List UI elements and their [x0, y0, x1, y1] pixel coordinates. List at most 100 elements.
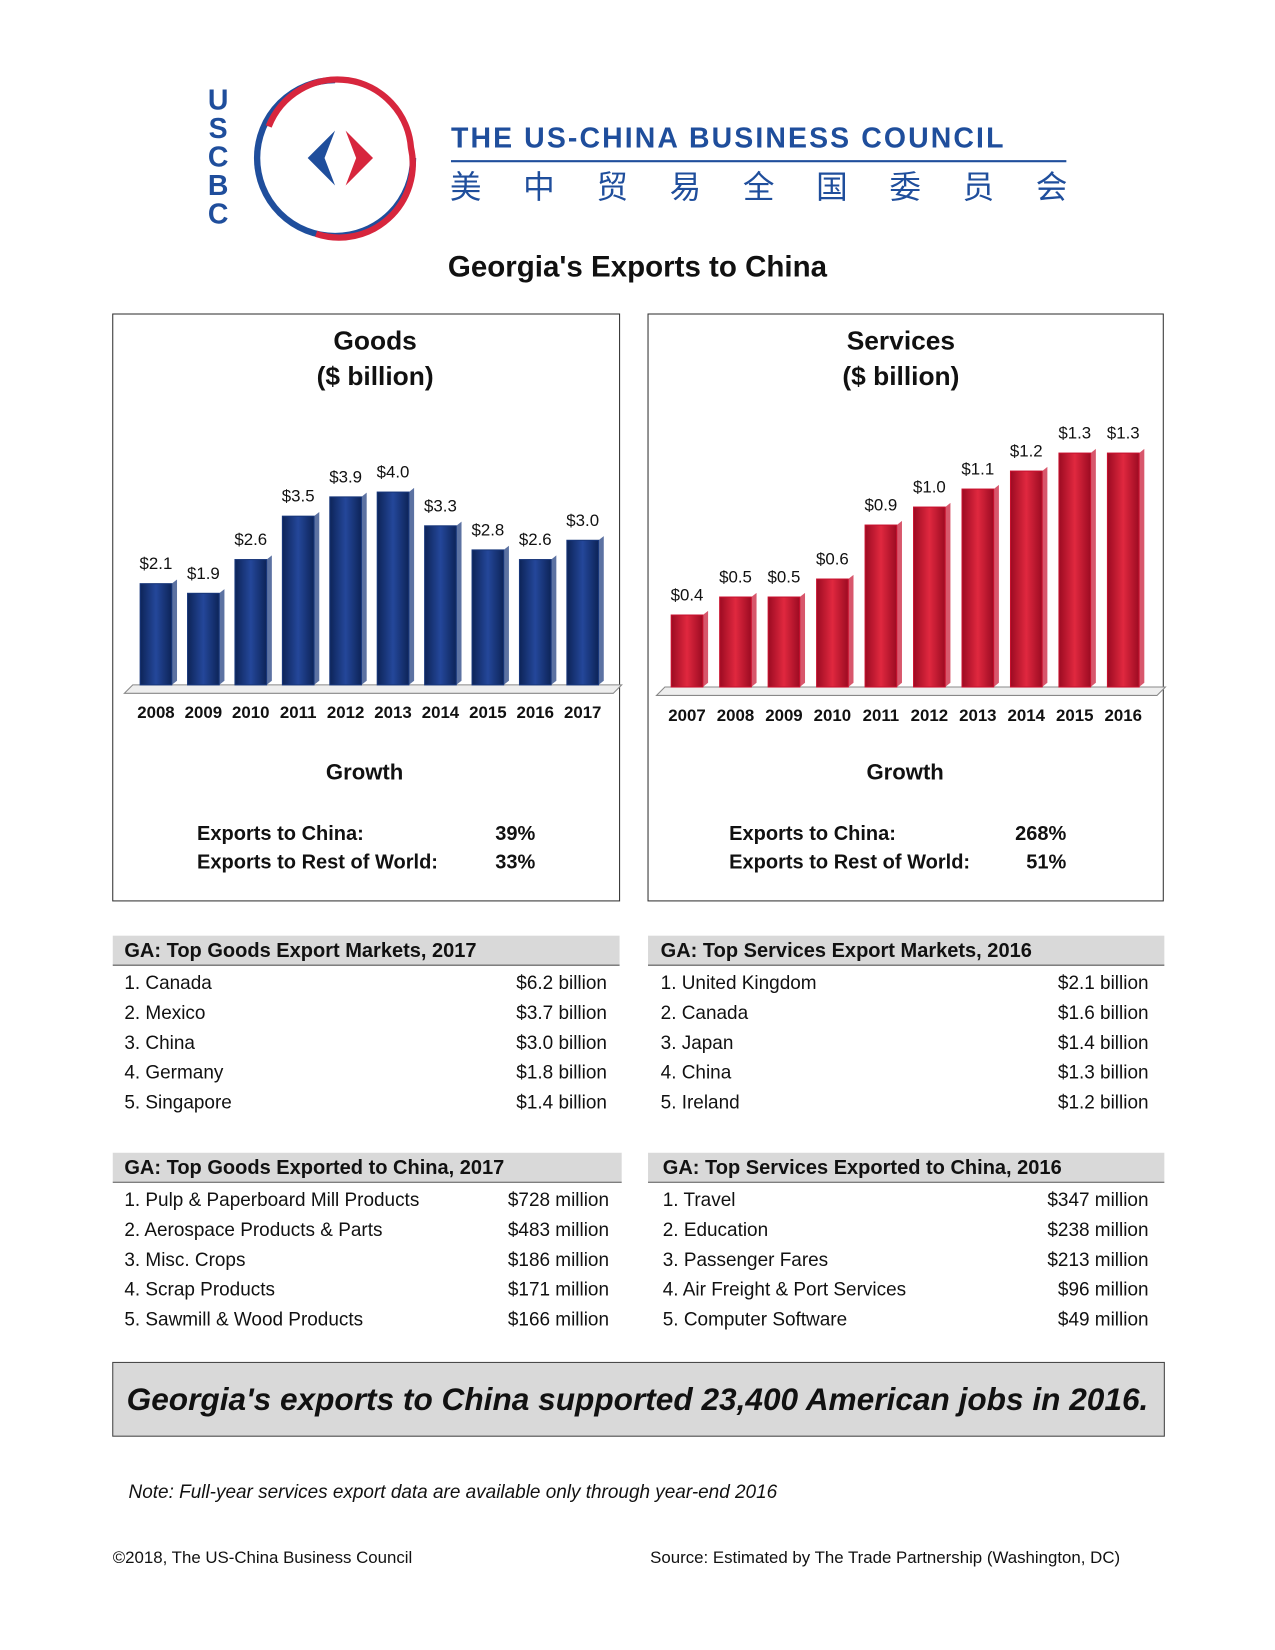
growth-label: Exports to China: — [197, 823, 364, 845]
value-label: $2.8 — [471, 520, 504, 539]
bar — [670, 614, 704, 688]
value-label: $1.3 — [1058, 424, 1091, 443]
table-item: 5. Computer Software — [663, 1310, 847, 1331]
value-label: $3.5 — [282, 487, 315, 506]
note: Note: Full-year services export data are… — [129, 1482, 778, 1503]
table-item: 3. Japan — [661, 1033, 734, 1054]
value-label: $0.5 — [768, 568, 801, 587]
table-item: 3. China — [124, 1033, 195, 1054]
bar-side — [751, 592, 757, 688]
growth-label: Exports to China: — [729, 823, 896, 845]
logo-diamond — [345, 130, 374, 186]
chart-subtitle: ($ billion) — [842, 361, 959, 391]
bar-side — [361, 492, 367, 685]
value-label: $0.9 — [864, 496, 897, 515]
logo-diamond — [307, 130, 336, 186]
table-item: 1. Canada — [124, 973, 212, 994]
value-label: $0.6 — [816, 550, 849, 569]
table-value: $3.0 billion — [516, 1033, 607, 1054]
table-value: $483 million — [508, 1220, 609, 1241]
bar-side — [456, 521, 462, 685]
bar — [816, 578, 849, 688]
bar-side — [896, 520, 902, 688]
table-item: 2. Mexico — [124, 1003, 205, 1024]
table-item: 4. Germany — [124, 1063, 224, 1084]
table-value: $728 million — [508, 1190, 609, 1211]
chinese-char: 贸 — [596, 169, 628, 205]
growth-title: Growth — [866, 759, 943, 784]
chart-subtitle: ($ billion) — [317, 361, 434, 391]
chinese-char: 国 — [816, 169, 848, 205]
x-tick-label: 2008 — [137, 703, 174, 722]
bar — [913, 506, 946, 688]
copyright: ©2018, The US-China Business Council — [113, 1548, 413, 1567]
table-value: $3.7 billion — [516, 1003, 607, 1024]
logo-initial: S — [209, 113, 228, 145]
x-tick-label: 2011 — [863, 706, 900, 725]
bar — [1058, 452, 1092, 688]
table-item: 1. Pulp & Paperboard Mill Products — [124, 1190, 419, 1211]
table-item: 2. Aerospace Products & Parts — [124, 1220, 382, 1241]
value-label: $1.3 — [1107, 424, 1140, 443]
growth-value: 33% — [495, 851, 535, 873]
x-tick-label: 2011 — [280, 703, 317, 722]
table-item: 4. Air Freight & Port Services — [663, 1280, 906, 1301]
value-label: $0.4 — [671, 586, 704, 605]
table-value: $6.2 billion — [516, 973, 607, 994]
org-name: THE US-CHINA BUSINESS COUNCIL — [451, 123, 1006, 155]
logo-initial: B — [208, 170, 229, 202]
table-item: 5. Sawmill & Wood Products — [124, 1310, 363, 1331]
bar-side — [945, 502, 951, 688]
logo-initial: C — [208, 142, 229, 174]
page-title: Georgia's Exports to China — [448, 250, 828, 283]
source: Source: Estimated by The Trade Partnersh… — [650, 1548, 1120, 1567]
chinese-char: 中 — [523, 169, 555, 205]
table-item: 4. China — [661, 1063, 732, 1084]
chinese-char: 员 — [963, 169, 995, 205]
table-value: $238 million — [1047, 1220, 1148, 1241]
x-tick-label: 2016 — [1105, 706, 1142, 725]
bar-side — [266, 555, 272, 685]
bar — [471, 549, 505, 686]
x-tick-label: 2016 — [517, 703, 554, 722]
panel — [647, 313, 1164, 902]
table-title: GA: Top Goods Exported to China, 2017 — [124, 1157, 504, 1179]
table-item: 5. Ireland — [661, 1092, 740, 1113]
bar — [767, 596, 801, 688]
value-label: $1.1 — [961, 460, 994, 479]
bar-side — [848, 574, 854, 688]
bar-side — [702, 610, 709, 688]
x-tick-label: 2014 — [422, 703, 460, 722]
bar-side — [993, 484, 999, 688]
x-tick-label: 2017 — [564, 703, 601, 722]
page-content: THE US-CHINA BUSINESS COUNCIL Georgia's … — [112, 76, 1167, 1567]
bar — [281, 515, 315, 686]
bar — [376, 491, 410, 686]
logo-arc — [265, 76, 416, 241]
x-tick-label: 2009 — [765, 706, 802, 725]
bar-side — [551, 555, 557, 685]
bar — [424, 525, 457, 686]
table-value: $96 million — [1058, 1280, 1149, 1301]
bar — [187, 592, 220, 686]
chinese-char: 会 — [1036, 169, 1068, 205]
table-header — [648, 1152, 1165, 1183]
value-label: $2.1 — [140, 554, 173, 573]
table-item: 3. Misc. Crops — [124, 1250, 245, 1271]
table-header — [648, 935, 1165, 966]
value-label: $3.0 — [566, 511, 599, 530]
chart-floor — [655, 686, 1167, 696]
growth-label: Exports to Rest of World: — [197, 851, 438, 873]
x-tick-label: 2009 — [185, 703, 222, 722]
bar — [961, 488, 995, 688]
table-item: 1. Travel — [663, 1190, 736, 1211]
table-value: $186 million — [508, 1250, 609, 1271]
value-label: $2.6 — [234, 530, 267, 549]
bar-side — [408, 487, 415, 685]
table-item: 5. Singapore — [124, 1092, 231, 1113]
value-label: $1.0 — [913, 478, 946, 497]
growth-value: 39% — [495, 823, 535, 845]
chinese-char: 易 — [670, 169, 702, 205]
logo-initial: U — [208, 85, 229, 117]
